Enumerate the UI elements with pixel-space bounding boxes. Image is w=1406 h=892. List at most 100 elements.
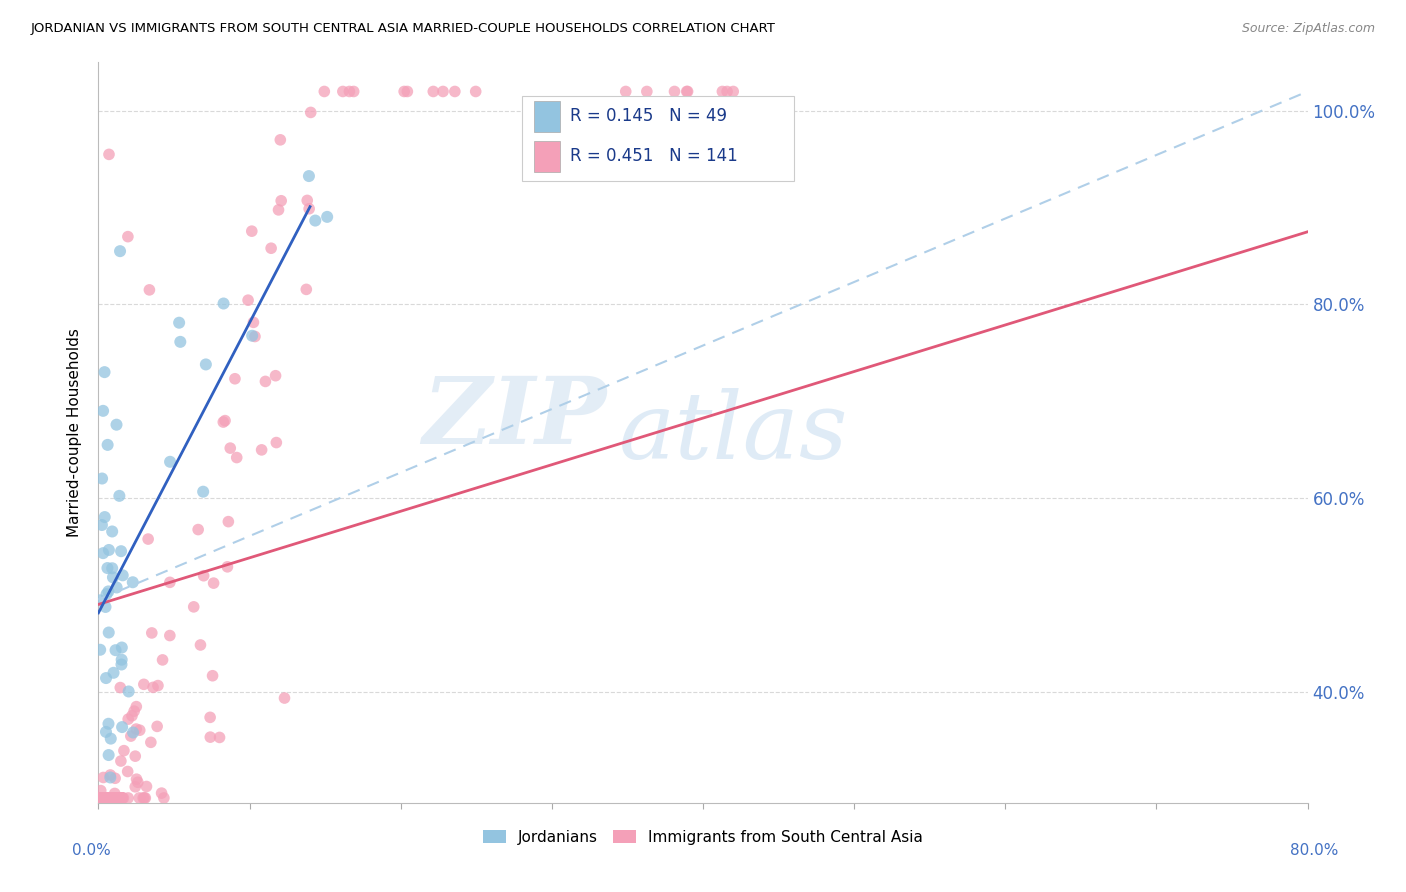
Point [134,791,156,805]
Point [444,85,467,99]
Point [94,671,117,685]
Point [396,85,419,99]
Point [392,85,415,99]
Point [96,791,118,805]
Point [159,455,181,469]
Point [103,665,125,680]
Point [191,484,214,499]
Point [723,85,745,99]
Point [110,791,132,805]
Point [94,725,117,739]
Point [93,791,115,805]
Point [101,570,124,584]
Point [98,771,121,785]
Point [198,710,221,724]
Point [422,85,444,99]
Text: JORDANIAN VS IMMIGRANTS FROM SOUTH CENTRAL ASIA MARRIED-COUPLE HOUSEHOLDS CORREL: JORDANIAN VS IMMIGRANTS FROM SOUTH CENTR… [31,22,776,36]
Point [93,791,115,805]
Point [104,643,127,657]
Point [101,791,124,805]
Point [132,677,155,691]
Point [125,722,148,736]
Point [269,133,291,147]
Point [236,293,259,308]
Point [117,791,139,805]
Point [159,575,181,590]
Point [636,85,658,99]
Point [103,791,125,805]
Point [91,791,114,805]
Point [97,716,120,731]
Point [125,699,148,714]
Point [104,791,127,805]
Point [304,213,326,227]
Point [716,85,738,99]
Point [108,791,131,805]
Point [273,691,295,706]
Point [711,85,734,99]
Point [108,244,131,259]
Point [224,372,246,386]
Point [91,471,114,485]
Point [201,669,224,683]
Point [139,735,162,749]
Point [97,747,120,762]
Point [299,105,322,120]
Point [100,791,122,805]
Point [260,241,283,255]
Point [97,791,120,805]
Point [142,681,165,695]
Point [316,210,339,224]
Point [254,375,277,389]
Point [108,791,131,805]
Point [97,791,120,805]
Point [141,626,163,640]
Point [152,653,174,667]
Point [264,368,287,383]
Point [110,791,132,805]
Point [135,780,157,794]
Point [298,169,321,183]
Point [98,791,121,805]
Point [101,791,124,805]
Point [103,791,125,805]
Point [97,791,120,805]
Point [97,438,120,452]
Point [250,442,273,457]
Point [93,510,115,524]
Point [134,791,156,805]
Point [121,708,143,723]
Text: 0.0%: 0.0% [72,843,111,858]
Point [240,224,263,238]
Point [120,729,142,743]
Point [91,546,114,560]
Point [111,640,134,655]
Point [103,791,125,805]
Point [90,791,112,805]
Point [90,791,112,805]
Point [266,435,288,450]
Point [90,791,112,805]
Bar [534,141,561,172]
Point [97,791,120,805]
Point [200,730,222,744]
FancyBboxPatch shape [522,95,793,181]
Point [91,791,114,805]
Point [314,85,336,99]
Text: R = 0.451   N = 141: R = 0.451 N = 141 [569,147,738,165]
Point [225,450,247,465]
Point [104,771,127,785]
Point [243,329,266,343]
Point [110,791,132,805]
Point [110,754,132,768]
Point [100,731,122,746]
Point [111,653,134,667]
Point [124,749,146,764]
Point [193,568,215,582]
Point [93,771,115,785]
Point [93,791,115,805]
Point [90,791,112,805]
Point [91,404,114,418]
Point [146,679,169,693]
Point [112,744,135,758]
